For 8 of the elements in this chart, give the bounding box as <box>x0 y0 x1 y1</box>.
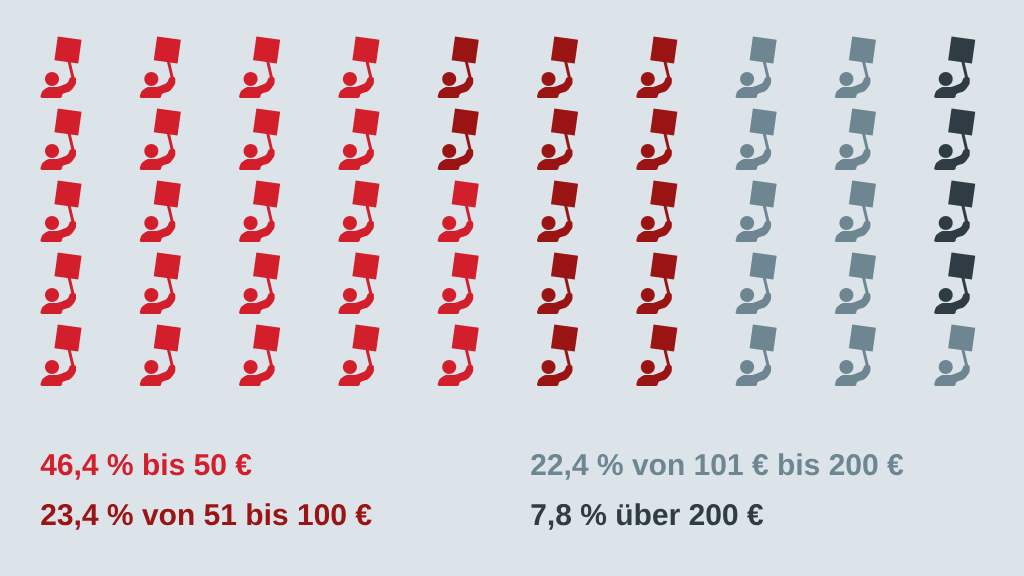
data-label: 7,8 % <box>531 504 607 530</box>
data-label: 22,4 % <box>531 454 623 480</box>
data-label: 46,4 % <box>40 454 133 480</box>
category-label: von 51 bis 100 € <box>142 503 372 526</box>
category-label: über 200 € <box>617 503 764 526</box>
category-label: von 101 € bis 200 € <box>632 453 904 476</box>
category-label: bis 50 € <box>143 453 252 476</box>
data-label: 23,4 % <box>41 504 133 530</box>
